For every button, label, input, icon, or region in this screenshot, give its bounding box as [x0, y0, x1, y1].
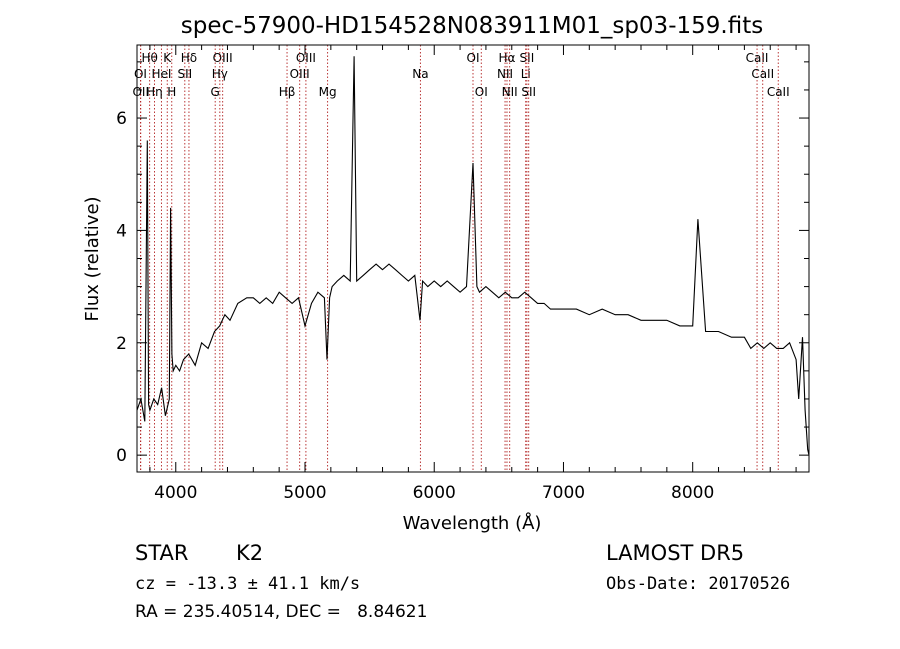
- y-tick-label: 4: [116, 221, 127, 241]
- x-tick-label: 7000: [542, 483, 585, 503]
- x-tick-label: 6000: [413, 483, 456, 503]
- line-marker-label: Hθ: [141, 51, 157, 65]
- line-marker-label: OIII: [213, 51, 233, 65]
- x-tick-label: 5000: [283, 483, 326, 503]
- line-marker-label: Hβ: [279, 85, 296, 99]
- y-axis-label: Flux (relative): [82, 196, 103, 321]
- line-marker-label: SII: [177, 67, 192, 81]
- observation-date: Obs-Date: 20170526: [606, 574, 791, 594]
- line-markers: Hθ K Hδ OIII OIII OI Hα SII CaII OI HeI SII Hγ OIII Na…: [132, 45, 790, 472]
- line-marker-label: OI: [475, 85, 488, 99]
- line-marker-label: Hα: [499, 51, 516, 65]
- y-tick-label: 0: [116, 446, 127, 466]
- line-marker-label: NII: [502, 85, 518, 99]
- line-marker-label: G: [211, 85, 220, 99]
- line-marker-label: SII: [520, 51, 535, 65]
- line-marker-label: CaII: [767, 85, 790, 99]
- line-marker-label: OI: [467, 51, 480, 65]
- line-marker-label: K: [163, 51, 172, 65]
- line-marker-label: CaII: [746, 51, 769, 65]
- spectrum-line: [136, 56, 810, 456]
- redshift-velocity: cz = -13.3 ± 41.1 km/s: [135, 574, 361, 594]
- line-marker-label: Mg: [319, 85, 337, 99]
- line-marker-label: Hδ: [181, 51, 197, 65]
- x-tick-label: 8000: [671, 483, 714, 503]
- object-class: STAR: [135, 541, 189, 565]
- survey-name: LAMOST DR5: [606, 541, 745, 565]
- line-marker-label: CaII: [751, 67, 774, 81]
- line-marker-label: HeI: [151, 67, 171, 81]
- line-marker-label: Li: [521, 67, 531, 81]
- object-subclass: K2: [236, 541, 264, 565]
- line-marker-label: NII: [497, 67, 513, 81]
- line-marker-label: Hη: [146, 85, 163, 99]
- x-tick-label: 4000: [154, 483, 197, 503]
- line-marker-label: OIII: [290, 67, 310, 81]
- line-marker-label: Hγ: [212, 67, 228, 81]
- line-marker-label: SII: [521, 85, 536, 99]
- chart-title: spec-57900-HD154528N083911M01_sp03-159.f…: [181, 13, 763, 39]
- line-marker-label: OIII: [296, 51, 316, 65]
- line-marker-label: H: [167, 85, 176, 99]
- y-tick-label: 2: [116, 334, 127, 354]
- coordinates: RA = 235.40514, DEC = 8.84621: [135, 602, 428, 622]
- line-marker-label: Na: [412, 67, 428, 81]
- x-axis-label: Wavelength (Å): [403, 512, 542, 534]
- y-tick-label: 6: [116, 109, 127, 129]
